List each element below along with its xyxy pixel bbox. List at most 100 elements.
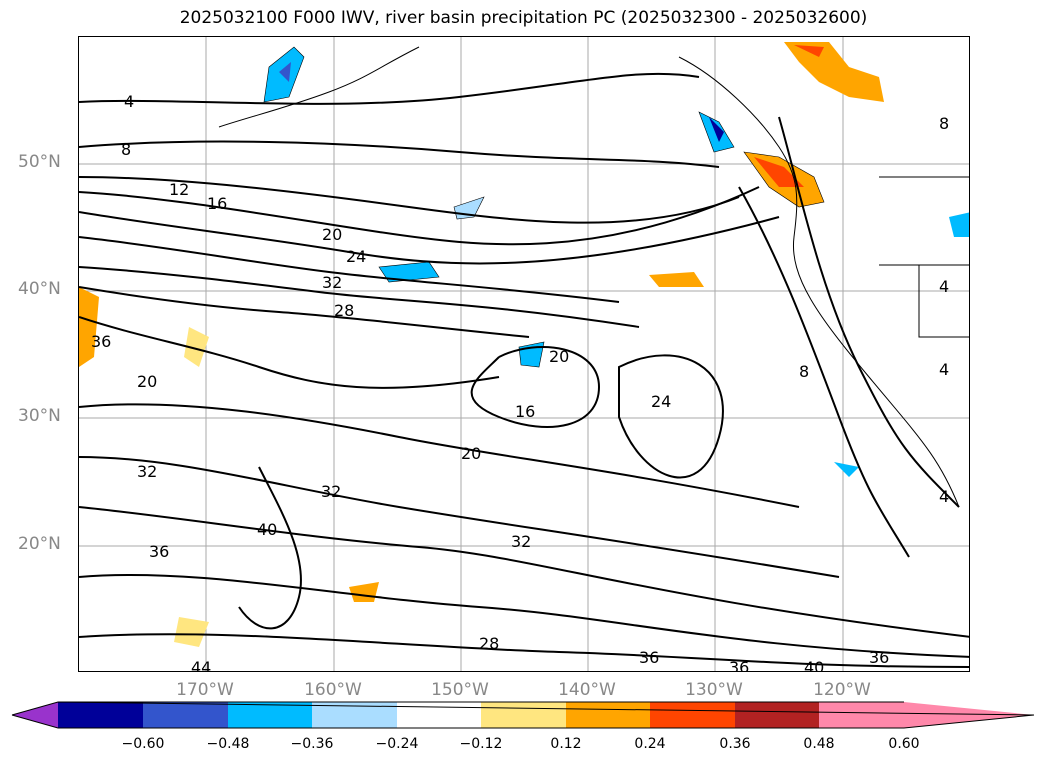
pos-anomaly-sw2 <box>174 617 209 647</box>
colorbar-tick: −0.24 <box>375 736 419 752</box>
colorbar-tick: −0.12 <box>459 736 503 752</box>
contour-label: 32 <box>321 482 341 501</box>
contour-label: 36 <box>639 648 659 667</box>
contour-label: 28 <box>479 634 499 653</box>
contour-label: 40 <box>257 520 277 539</box>
contour-label: 32 <box>511 532 531 551</box>
contour-20-closed <box>470 346 601 428</box>
contour-label: 44 <box>191 658 211 672</box>
contour-8 <box>79 140 720 168</box>
coastlines <box>218 46 969 508</box>
pos-anomaly-canada-core <box>794 45 824 57</box>
neg-anomaly-east-edge <box>949 212 969 237</box>
iwv-contours <box>79 72 969 668</box>
contour-label: 36 <box>91 332 111 351</box>
colorbar-tick: −0.36 <box>290 736 334 752</box>
neg-anomaly-mexico <box>834 462 859 477</box>
colorbar-tick: −0.60 <box>121 736 165 752</box>
contour-4 <box>79 72 700 105</box>
contour-28b <box>79 506 969 638</box>
contour-label: 40 <box>804 658 824 672</box>
colorbar-swatch <box>481 702 566 728</box>
neg-anomaly-bc-core <box>709 117 724 142</box>
colorbar-tick: 0.24 <box>634 736 666 752</box>
colorbar-tick: 0.48 <box>803 736 835 752</box>
contour-24-closed <box>618 354 724 479</box>
pos-anomaly-pnw-core <box>754 157 804 187</box>
contour-16 <box>79 186 760 246</box>
lat-label-30n: 30°N <box>18 406 61 426</box>
contour-label: 20 <box>137 372 157 391</box>
colorbar-tick: −0.48 <box>206 736 250 752</box>
contour-32 <box>79 286 530 338</box>
contour-label: 20 <box>549 347 569 366</box>
contour-coast-a <box>778 116 960 508</box>
lon-label-160w: 160°W <box>304 680 362 700</box>
contour-label: 32 <box>137 462 157 481</box>
colorbar-swatch <box>397 702 481 728</box>
state-borders <box>879 176 969 338</box>
colorbar-swatch <box>566 702 650 728</box>
contour-label: 4 <box>939 277 949 296</box>
pos-anomaly-sw <box>184 327 209 367</box>
pos-anomaly-east <box>649 272 704 287</box>
lon-label-130w: 130°W <box>685 680 743 700</box>
colorbar-tick: 0.60 <box>888 736 920 752</box>
colorbar-swatch <box>143 702 228 728</box>
contour-36c <box>79 573 969 658</box>
contour-label: 8 <box>121 140 131 159</box>
map-title: 2025032100 F000 IWV, river basin precipi… <box>179 8 868 28</box>
contour-label: 4 <box>939 487 949 506</box>
contour-label: 12 <box>169 180 189 199</box>
contour-label: 20 <box>461 444 481 463</box>
contour-20 <box>79 211 780 265</box>
contour-label: 8 <box>799 362 809 381</box>
colorbar-swatch <box>228 702 312 728</box>
contour-label: 16 <box>515 402 535 421</box>
colorbar-swatch <box>58 702 143 728</box>
contour-label: 36 <box>729 658 749 672</box>
contour-label: 16 <box>207 194 227 213</box>
colorbar-swatch <box>735 702 819 728</box>
coastline-aleutians <box>218 46 420 128</box>
contour-label: 8 <box>939 114 949 133</box>
colorbar <box>11 701 1035 729</box>
precip-pc-shading <box>79 42 969 647</box>
colorbar-tick: 0.36 <box>719 736 751 752</box>
contour-label: 20 <box>322 225 342 244</box>
colorbar-extend-high <box>904 702 1034 728</box>
lon-label-150w: 150°W <box>431 680 489 700</box>
contour-label: 4 <box>124 92 134 111</box>
contour-label: 32 <box>322 273 342 292</box>
contour-label: 4 <box>939 360 949 379</box>
colorbar-swatch <box>650 702 735 728</box>
contour-32b <box>79 456 840 578</box>
map-plot-area: 4 8 12 16 20 24 28 32 36 40 44 20 20 32 … <box>78 36 970 672</box>
contour-label: 24 <box>651 392 671 411</box>
contour-24 <box>79 236 620 303</box>
contour-coast-b <box>738 186 910 558</box>
contour-36b <box>79 403 800 508</box>
neg-anomaly-alaska-core <box>279 62 291 82</box>
colorbar-swatch <box>819 702 904 728</box>
map-canvas: 4 8 12 16 20 24 28 32 36 40 44 20 20 32 … <box>79 37 969 672</box>
contour-label: 28 <box>334 301 354 320</box>
pos-anomaly-south <box>349 582 379 602</box>
neg-anomaly-mid2 <box>518 341 545 368</box>
coastline-north-america <box>678 56 960 508</box>
contour-12 <box>79 176 740 224</box>
contour-40-closed <box>238 466 302 630</box>
lon-label-140w: 140°W <box>558 680 616 700</box>
contour-label: 36 <box>869 648 889 667</box>
contour-36a <box>79 316 500 389</box>
contour-label-group: 4 8 12 16 20 24 28 32 36 40 44 20 20 32 … <box>91 92 949 672</box>
neg-anomaly-central <box>378 261 440 283</box>
colorbar-tick: 0.12 <box>550 736 582 752</box>
colorbar-outline <box>11 701 1035 729</box>
lat-label-20n: 20°N <box>18 534 61 554</box>
contour-28 <box>79 266 640 328</box>
colorbar-extend-low <box>12 702 58 728</box>
contour-label: 36 <box>149 542 169 561</box>
contour-40 <box>79 633 969 668</box>
pos-anomaly-canada <box>784 42 884 102</box>
